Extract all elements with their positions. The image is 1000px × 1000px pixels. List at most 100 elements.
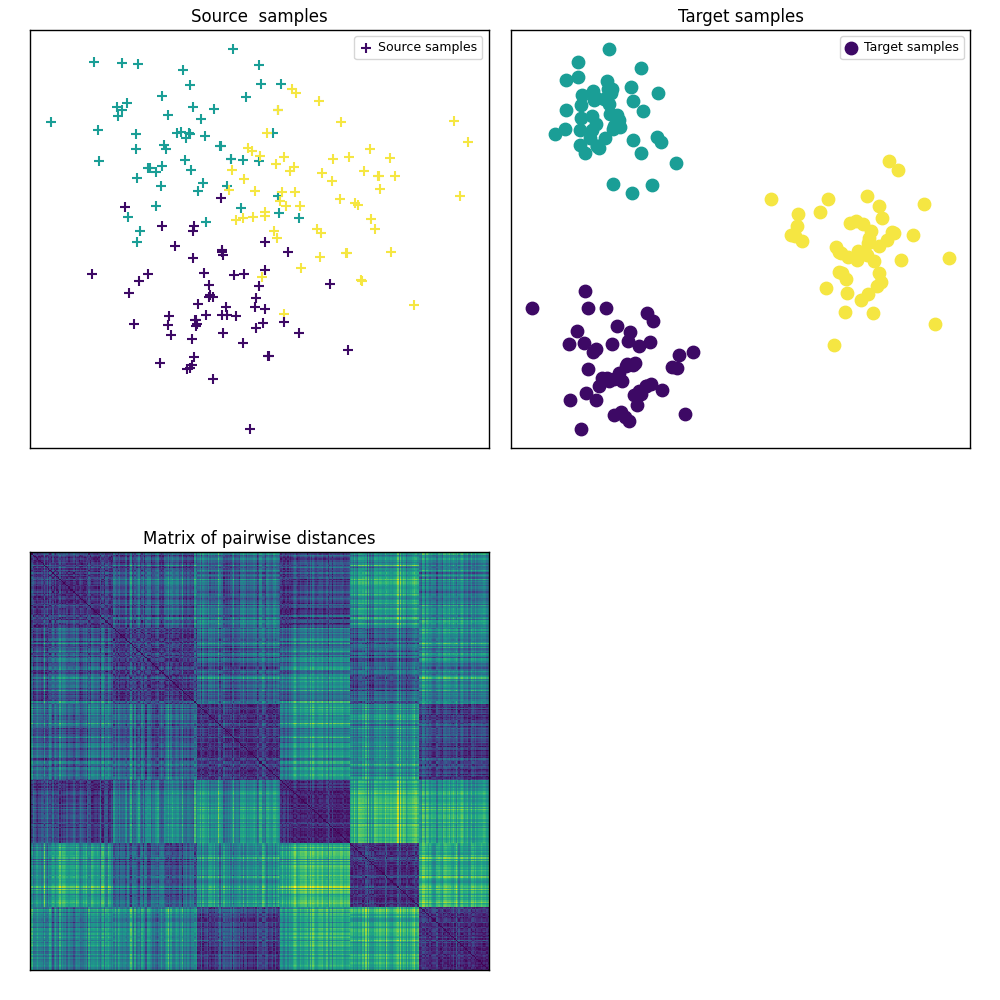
Point [121,285,137,301]
Point [188,312,204,328]
Point [214,307,230,323]
Point [182,126,198,142]
Point [214,244,230,260]
Point [213,138,229,154]
Point [601,373,617,389]
Point [826,337,842,353]
Point [597,130,613,146]
Point [186,218,202,234]
Point [669,360,685,376]
Point [605,121,621,137]
Point [235,210,251,226]
Point [668,155,684,171]
Point [309,221,325,237]
Point [584,108,600,124]
Point [276,314,292,330]
Point [196,265,212,281]
Point [163,327,179,343]
Point [604,81,620,97]
Point [179,361,195,377]
Point [126,316,142,332]
Point [580,361,596,377]
Point [226,267,242,283]
Point [787,228,803,244]
Point [131,273,147,289]
Point [278,198,294,214]
Point [789,218,805,234]
Point [642,334,658,350]
Point [284,81,300,97]
Point [313,225,329,241]
Point [611,365,627,381]
Point [849,252,865,268]
Point [621,413,637,429]
Point [177,152,193,168]
Point [572,122,588,138]
Point [828,239,844,255]
Point [460,134,476,150]
Point [153,178,169,194]
Point [584,122,600,138]
Point [119,95,135,111]
Point [855,216,871,232]
Point [280,244,296,260]
Point [604,336,620,352]
Point [633,386,649,402]
Point [197,128,213,144]
Point [790,206,806,222]
Point [270,188,286,204]
Point [276,149,292,165]
Point [614,373,630,389]
Point [190,296,206,312]
Point [91,153,107,169]
Point [596,91,612,107]
Point [140,160,156,176]
Point [84,266,100,282]
Point [869,278,885,294]
Point [557,121,573,137]
Point [244,143,260,159]
Point [861,230,877,246]
Point [382,150,398,166]
Point [340,342,356,358]
Point [853,292,869,308]
Point [86,54,102,70]
Point [671,347,687,363]
Point [257,262,273,278]
Point [605,176,621,192]
Point [577,283,593,299]
Point [282,163,298,179]
Point [639,305,655,321]
Point [247,299,263,315]
Point [252,148,268,164]
Point [347,195,363,211]
Point [927,316,943,332]
Point [624,185,640,201]
Point [228,308,244,324]
Point [609,318,625,334]
Point [248,320,264,336]
Point [314,165,330,181]
Point [603,85,619,101]
Point [570,54,586,70]
Point [452,188,468,204]
Point [245,209,261,225]
Point [585,83,601,99]
Point [215,325,231,341]
Point [322,276,338,292]
Point [152,355,168,371]
Point [213,190,229,206]
Point [261,348,277,364]
Point [160,317,176,333]
Point [623,79,639,95]
Point [871,238,887,254]
Title: Matrix of pairwise distances: Matrix of pairwise distances [143,530,376,548]
Point [266,223,282,239]
Point [383,244,399,260]
Point [257,208,273,224]
Point [916,196,932,212]
Point [812,204,828,220]
Point [185,250,201,266]
Point [201,277,217,293]
Point [186,349,202,365]
